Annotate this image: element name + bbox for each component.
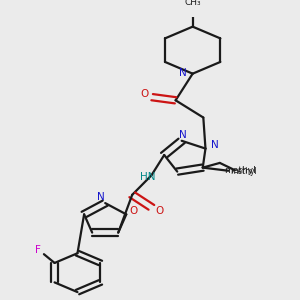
- Text: N: N: [97, 193, 105, 202]
- Text: N: N: [179, 68, 187, 78]
- Text: methyl: methyl: [224, 166, 256, 175]
- Text: CH₃: CH₃: [184, 0, 201, 7]
- Text: O: O: [130, 206, 138, 216]
- Text: O: O: [155, 206, 163, 216]
- Text: N: N: [179, 130, 187, 140]
- Text: F: F: [35, 245, 41, 255]
- Text: N: N: [211, 140, 219, 150]
- Text: methyl: methyl: [230, 167, 257, 176]
- Text: HN: HN: [140, 172, 156, 182]
- Text: O: O: [140, 89, 148, 99]
